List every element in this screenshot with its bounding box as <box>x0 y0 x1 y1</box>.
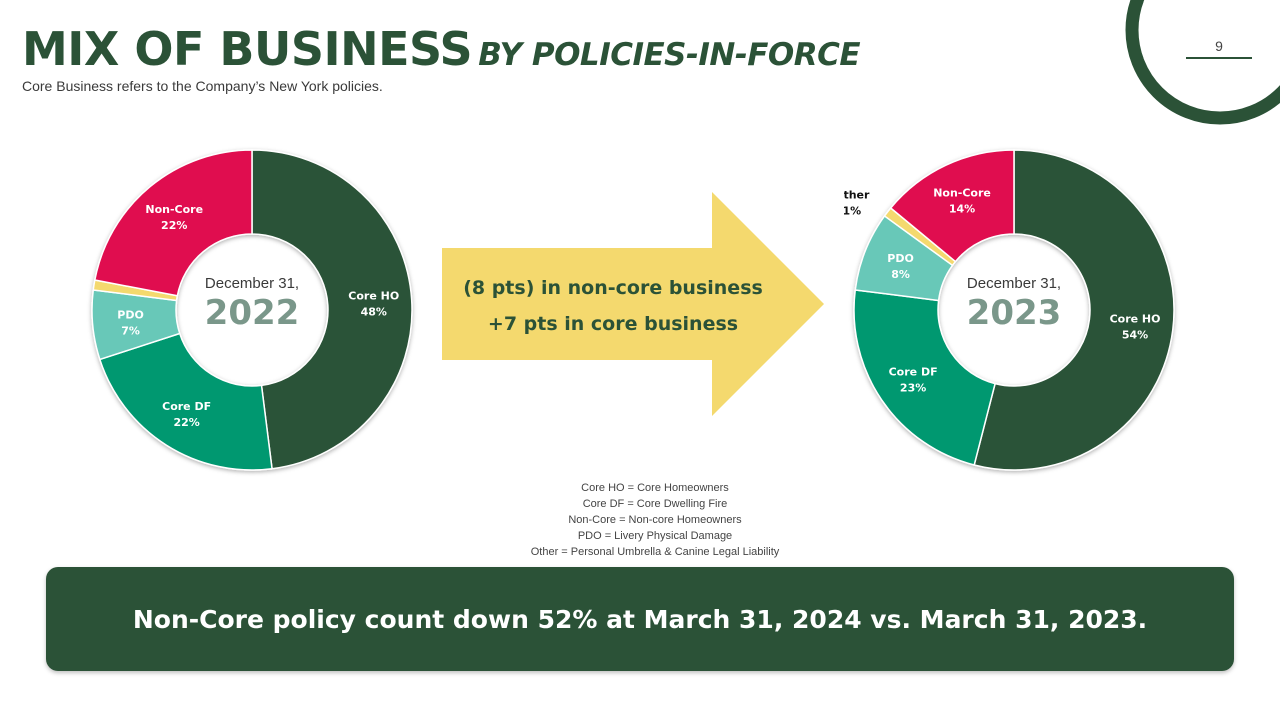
center-year-label: 2022 <box>205 293 300 333</box>
slice-label-core-ho: Core HO <box>348 289 399 302</box>
slice-label-pdo: PDO <box>117 308 144 321</box>
slide-subtitle: Core Business refers to the Company’s Ne… <box>22 78 383 94</box>
decorative-ring-icon <box>1125 0 1280 125</box>
slice-value-core-df: 23% <box>900 382 926 395</box>
legend-item: Core DF = Core Dwelling Fire <box>582 498 728 510</box>
slice-label-other: Other <box>844 189 870 202</box>
page-number-underline <box>1186 57 1252 59</box>
arrow-text-core: +7 pts in core business <box>487 313 739 335</box>
center-date-label: December 31, <box>967 275 1061 292</box>
slice-non-core <box>93 149 253 297</box>
slice-non-core <box>889 149 1015 263</box>
slice-core-ho <box>973 149 1175 471</box>
donut-chart-2023: Core HO 54% Core DF 23% PDO 8% Other 1% Non-Core… <box>844 149 1175 471</box>
slice-core-df <box>853 289 997 466</box>
slice-value-non-core: 22% <box>161 219 187 232</box>
slice-value-core-ho: 48% <box>361 305 387 318</box>
slide-title-sub: BY POLICIES-IN-FORCE <box>478 37 861 73</box>
arrow-text-noncore: (8 pts) in non-core business <box>463 277 763 299</box>
legend-item: Non-Core = Non-core Homeowners <box>568 514 742 526</box>
arrow-shape <box>442 192 824 416</box>
slice-label-pdo: PDO <box>887 252 914 265</box>
slice-label-core-ho: Core HO <box>1110 312 1161 325</box>
slice-label-core-df: Core DF <box>889 366 938 379</box>
slide-title-main: MIX OF BUSINESS <box>22 22 473 76</box>
abbreviation-legend: Core HO = Core Homeowners Core DF = Core… <box>455 480 855 560</box>
slide-title: MIX OF BUSINESS BY POLICIES-IN-FORCE <box>22 22 861 76</box>
slice-core-ho <box>251 149 413 470</box>
center-year-label: 2023 <box>967 293 1062 333</box>
legend-item: Core HO = Core Homeowners <box>581 482 729 494</box>
slice-value-core-df: 22% <box>173 416 199 429</box>
slice-value-pdo: 7% <box>121 324 140 337</box>
page-number: 9 <box>1215 38 1223 54</box>
slice-label-non-core: Non-Core <box>145 203 203 216</box>
slice-label-non-core: Non-Core <box>933 187 991 200</box>
summary-banner: Non-Core policy count down 52% at March … <box>46 567 1234 671</box>
center-date-label: December 31, <box>205 275 299 292</box>
slice-value-non-core: 14% <box>949 203 975 216</box>
slice-core-df <box>98 332 273 471</box>
legend-item: Other = Personal Umbrella & Canine Legal… <box>530 546 780 558</box>
summary-banner-text: Non-Core policy count down 52% at March … <box>132 604 1148 634</box>
slice-value-pdo: 8% <box>891 268 910 281</box>
slice-value-core-ho: 54% <box>1122 328 1148 341</box>
legend-item: PDO = Livery Physical Damage <box>577 530 733 542</box>
slice-value-other: 1% <box>844 205 861 218</box>
slice-label-core-df: Core DF <box>162 400 211 413</box>
